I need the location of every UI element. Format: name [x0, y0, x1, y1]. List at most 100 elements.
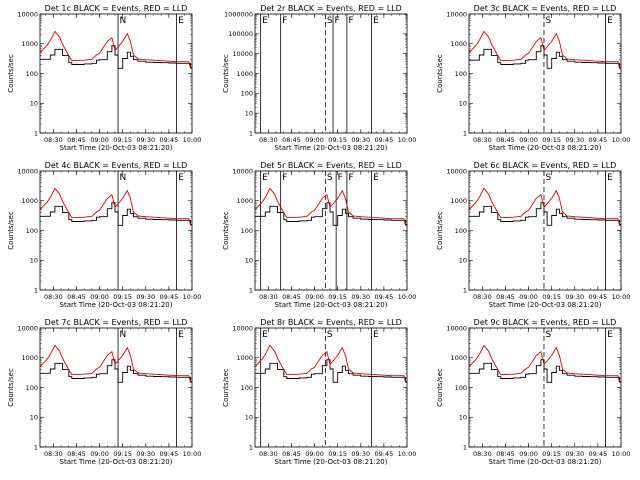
lld-series-line: [39, 344, 192, 383]
x-axis-label: Start Time (20-Oct-03 08:21:20): [275, 301, 388, 309]
lld-series-line: [468, 187, 621, 226]
y-axis-label: Counts/sec: [7, 211, 15, 250]
x-tick-label: 08:30: [259, 293, 278, 301]
y-tick-label: 1000: [21, 40, 38, 48]
x-tick-label: 08:45: [496, 450, 515, 458]
y-tick-label: 10: [459, 414, 467, 422]
y-tick-label: 10000: [17, 10, 38, 18]
x-tick-label: 09:45: [589, 136, 608, 144]
y-axis-label: Counts/sec: [436, 211, 444, 250]
panel-title: Det 3c BLACK = Events, RED = LLD: [474, 4, 617, 13]
y-tick-label: 1: [249, 286, 253, 294]
x-axis-label: Start Time (20-Oct-03 08:21:20): [275, 144, 388, 152]
x-tick-label: 09:00: [305, 450, 324, 458]
x-tick-label: 10:00: [183, 450, 202, 458]
y-tick-label: 100: [26, 70, 38, 78]
y-tick-label: 10000: [232, 324, 253, 332]
x-tick-label: 09:30: [136, 293, 155, 301]
events-series-line: [40, 202, 193, 226]
x-tick-label: 09:30: [565, 136, 584, 144]
x-tick-label: 08:45: [67, 450, 86, 458]
x-axis-label: Start Time (20-Oct-03 08:21:20): [489, 144, 602, 152]
event-marker-label: E: [607, 16, 613, 26]
event-marker-label: E: [373, 16, 379, 26]
event-marker-label: E: [262, 173, 268, 183]
x-tick-label: 09:15: [113, 293, 132, 301]
panel-title: Det 6c BLACK = Events, RED = LLD: [474, 161, 617, 170]
x-tick-label: 08:30: [44, 136, 63, 144]
event-marker-label: S: [545, 330, 551, 340]
y-tick-label: 1: [463, 286, 467, 294]
x-tick-label: 09:45: [375, 136, 394, 144]
x-axis-label: Start Time (20-Oct-03 08:21:20): [60, 144, 173, 152]
detector-panel: Det 5r BLACK = Events, RED = LLD 1 10 100 10…: [222, 161, 416, 309]
x-tick-label: 09:15: [328, 136, 347, 144]
event-marker-label: F: [282, 16, 287, 26]
x-tick-label: 09:30: [565, 450, 584, 458]
event-marker-label: N: [120, 330, 127, 340]
y-tick-label: 10000: [446, 10, 467, 18]
event-marker-label: N: [120, 173, 127, 183]
x-tick-label: 09:45: [375, 293, 394, 301]
panel-title: Det 8r BLACK = Events, RED = LLD: [260, 318, 402, 327]
event-marker-label: F: [282, 173, 287, 183]
event-marker-label: S: [545, 173, 551, 183]
detector-panel: Det 1c BLACK = Events, RED = LLD 1 10 100 10…: [7, 4, 201, 152]
y-tick-label: 1000: [236, 354, 253, 362]
y-tick-label: 100: [241, 90, 253, 98]
y-axis-label: Counts/sec: [222, 54, 230, 93]
detector-panel: Det 3c BLACK = Events, RED = LLD 1 10 100 10…: [436, 4, 630, 152]
x-tick-label: 09:15: [113, 136, 132, 144]
detector-panel: Det 2r BLACK = Events, RED = LLD 1 10 100 10…: [222, 4, 416, 152]
y-tick-label: 1: [463, 443, 467, 451]
events-series-line: [469, 202, 622, 226]
plot-frame: [254, 327, 408, 448]
detector-panel: Det 4c BLACK = Events, RED = LLD 1 10 100 10…: [7, 161, 201, 309]
panel-title: Det 2r BLACK = Events, RED = LLD: [260, 4, 402, 13]
event-marker-label: E: [178, 173, 184, 183]
y-tick-label: 10000: [232, 167, 253, 175]
y-axis-label: Counts/sec: [436, 368, 444, 407]
panel-title: Det 1c BLACK = Events, RED = LLD: [45, 4, 188, 13]
y-axis-label: Counts/sec: [222, 211, 230, 250]
x-tick-label: 08:45: [282, 136, 301, 144]
x-tick-label: 09:15: [328, 293, 347, 301]
x-tick-label: 09:15: [542, 136, 561, 144]
x-tick-label: 09:45: [375, 450, 394, 458]
y-axis-label: Counts/sec: [222, 368, 230, 407]
plot-frame: [39, 13, 193, 134]
y-tick-label: 100: [455, 384, 467, 392]
x-tick-label: 08:30: [473, 450, 492, 458]
x-tick-label: 09:15: [328, 450, 347, 458]
y-tick-label: 1000: [450, 354, 467, 362]
x-tick-label: 10:00: [398, 136, 417, 144]
y-tick-label: 1: [34, 129, 38, 137]
x-tick-label: 10:00: [612, 136, 631, 144]
x-tick-label: 09:45: [589, 450, 608, 458]
x-tick-label: 09:30: [351, 136, 370, 144]
event-marker-label: E: [373, 330, 379, 340]
plot-frame: [468, 327, 622, 448]
x-tick-label: 08:45: [496, 136, 515, 144]
y-tick-label: 1000: [450, 197, 467, 205]
y-axis-label: Counts/sec: [436, 54, 444, 93]
event-marker-label: N: [120, 16, 127, 26]
x-tick-label: 09:00: [519, 450, 538, 458]
x-tick-label: 09:00: [90, 450, 109, 458]
x-tick-label: 09:00: [519, 293, 538, 301]
x-tick-label: 09:30: [136, 136, 155, 144]
y-tick-label: 1000: [236, 70, 253, 78]
plot-frame: [468, 170, 622, 291]
x-tick-label: 08:30: [259, 450, 278, 458]
y-tick-label: 1000: [21, 354, 38, 362]
y-tick-label: 10000: [17, 167, 38, 175]
panel-title: Det 9c BLACK = Events, RED = LLD: [474, 318, 617, 327]
panel-title: Det 5r BLACK = Events, RED = LLD: [260, 161, 402, 170]
x-tick-label: 09:15: [542, 293, 561, 301]
x-tick-label: 09:00: [305, 293, 324, 301]
event-marker-label: E: [607, 173, 613, 183]
plot-frame: [254, 170, 408, 291]
y-tick-label: 100: [241, 227, 253, 235]
y-tick-label: 1000: [450, 40, 467, 48]
x-axis-label: Start Time (20-Oct-03 08:21:20): [275, 458, 388, 466]
